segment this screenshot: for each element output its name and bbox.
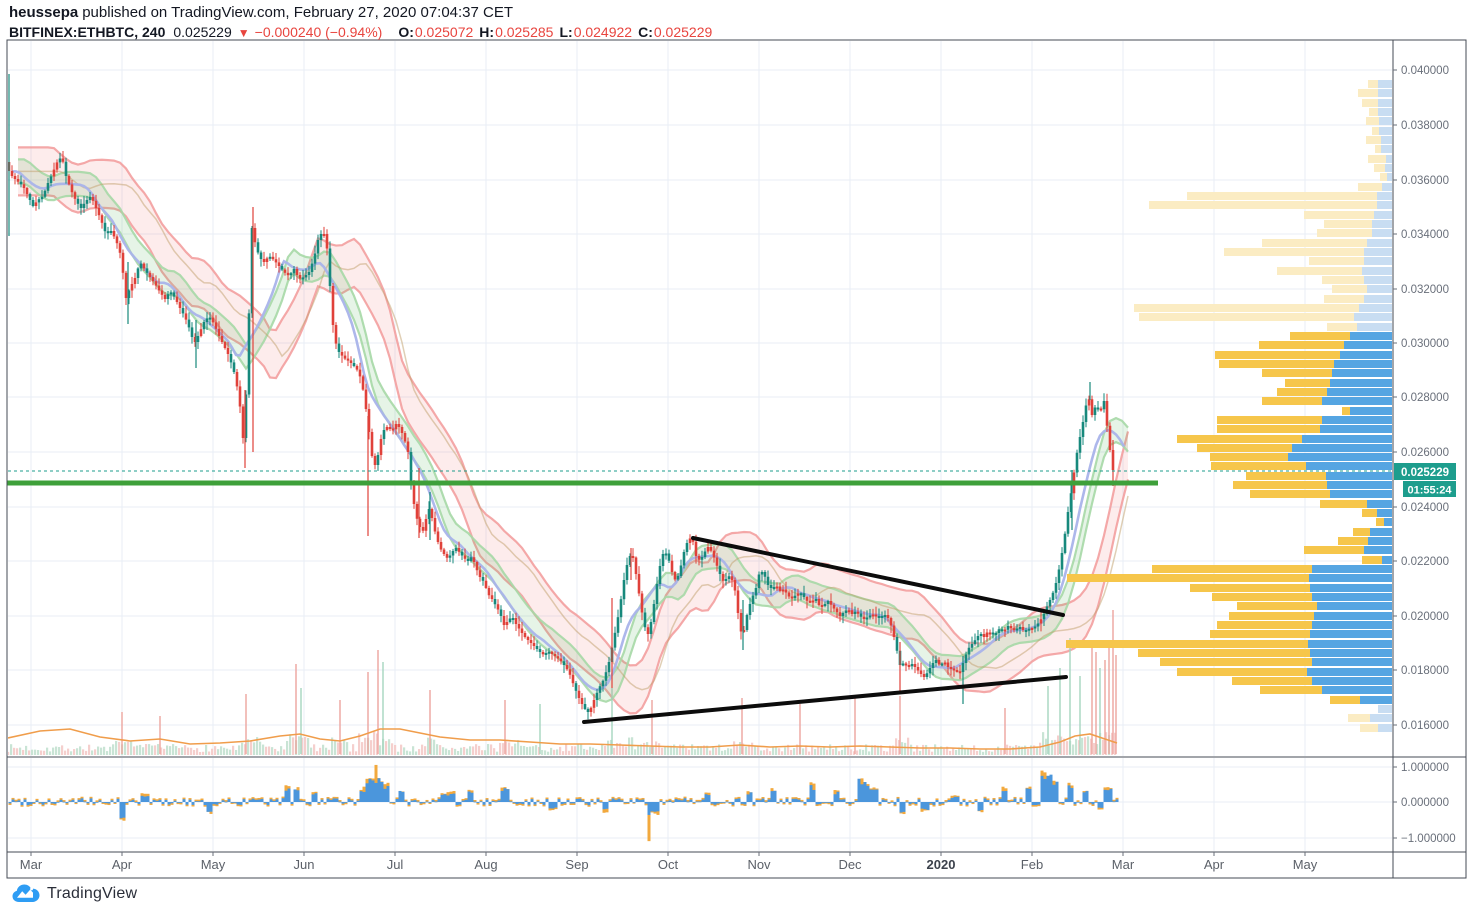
high-label: H:	[479, 24, 495, 40]
price-tick-label: 0.026000	[1401, 447, 1449, 459]
volume-histogram	[8, 610, 1118, 755]
last-price-badge-value: 0.025229	[1401, 467, 1449, 479]
price-tick-label: 0.016000	[1401, 720, 1449, 732]
osc-tick-label: −1.000000	[1401, 833, 1456, 845]
volume-profile	[1066, 80, 1392, 732]
price-tick-label: 0.032000	[1401, 284, 1449, 296]
gridlines	[8, 41, 1392, 851]
last-price: 0.025229	[173, 24, 232, 40]
last-price-badge	[1394, 463, 1456, 480]
tradingview-logo[interactable]: TradingView	[12, 884, 137, 903]
published-note: published on TradingView.com, February 2…	[82, 4, 514, 21]
publish-info: heussepa published on TradingView.com, Fe…	[9, 4, 712, 22]
time-tick-label: Dec	[838, 857, 862, 872]
tradingview-cloud-icon	[12, 884, 40, 902]
close-value: 0.025229	[653, 24, 713, 40]
time-tick-label: Nov	[747, 857, 771, 872]
volume-ma-line	[8, 728, 1118, 750]
time-tick-label: 2020	[927, 857, 956, 872]
symbol-title[interactable]: BITFINEX:ETHBTC, 240	[9, 24, 166, 40]
time-axis[interactable]: Mar Apr May Jun Jul Aug Sep Oct Nov Dec 2020 Feb Mar…	[20, 852, 1318, 872]
time-tick-label: Jun	[294, 857, 315, 872]
price-tick-label: 0.040000	[1401, 65, 1449, 77]
price-tick-label: 0.034000	[1401, 229, 1449, 241]
high-value: 0.025285	[495, 24, 554, 40]
author-name[interactable]: heussepa	[9, 4, 79, 21]
price-tick-label: 0.036000	[1401, 175, 1449, 187]
header: heussepa published on TradingView.com, Fe…	[9, 4, 712, 42]
osc-tick-label: 0.000000	[1401, 797, 1449, 809]
time-tick-label: Sep	[565, 857, 588, 872]
price-tick-label: 0.030000	[1401, 338, 1449, 350]
price-tick-label: 0.020000	[1401, 611, 1449, 623]
time-tick-label: Apr	[112, 857, 133, 872]
low-value: 0.024922	[573, 24, 633, 40]
time-tick-label: Mar	[1112, 857, 1135, 872]
time-tick-label: May	[201, 857, 226, 872]
price-change: −0.000240 (−0.94%)	[254, 24, 383, 40]
symbol-status-row: BITFINEX:ETHBTC, 240 0.025229 ▼ −0.000240 (…	[9, 24, 712, 42]
price-tick-label: 0.028000	[1401, 392, 1449, 404]
open-value: 0.025072	[414, 24, 474, 40]
trendline[interactable]	[582, 675, 1068, 724]
price-tick-label: 0.024000	[1401, 502, 1449, 514]
price-tick-label: 0.018000	[1401, 665, 1449, 677]
time-tick-label: Apr	[1204, 857, 1225, 872]
time-tick-label: Feb	[1021, 857, 1043, 872]
chart-frame	[6, 39, 1467, 879]
open-label: O:	[398, 24, 414, 40]
time-tick-label: Aug	[474, 857, 497, 872]
oscillator-histogram	[8, 764, 1119, 842]
bar-countdown-badge	[1403, 481, 1456, 497]
tradingview-logo-text: TradingView	[47, 884, 138, 902]
time-tick-label: Jul	[387, 857, 404, 872]
time-tick-label: May	[1293, 857, 1318, 872]
price-tick-label: 0.038000	[1401, 120, 1449, 132]
drawings[interactable]	[7, 470, 1392, 724]
ichimoku-cloud	[12, 146, 1130, 715]
trendline[interactable]	[691, 536, 1065, 617]
time-tick-label: Oct	[658, 857, 679, 872]
bar-countdown-value: 01:55:24	[1407, 485, 1452, 497]
price-axis[interactable]: 0.040000 0.038000 0.036000 0.034000 0.032000…	[1393, 65, 1456, 845]
price-tick-label: 0.022000	[1401, 556, 1449, 568]
candlestick-series	[8, 74, 1115, 720]
close-label: C:	[638, 24, 653, 40]
direction-down-icon: ▼	[237, 26, 250, 40]
osc-tick-label: 1.000000	[1401, 762, 1449, 774]
time-tick-label: Mar	[20, 857, 43, 872]
low-label: L:	[559, 24, 573, 40]
